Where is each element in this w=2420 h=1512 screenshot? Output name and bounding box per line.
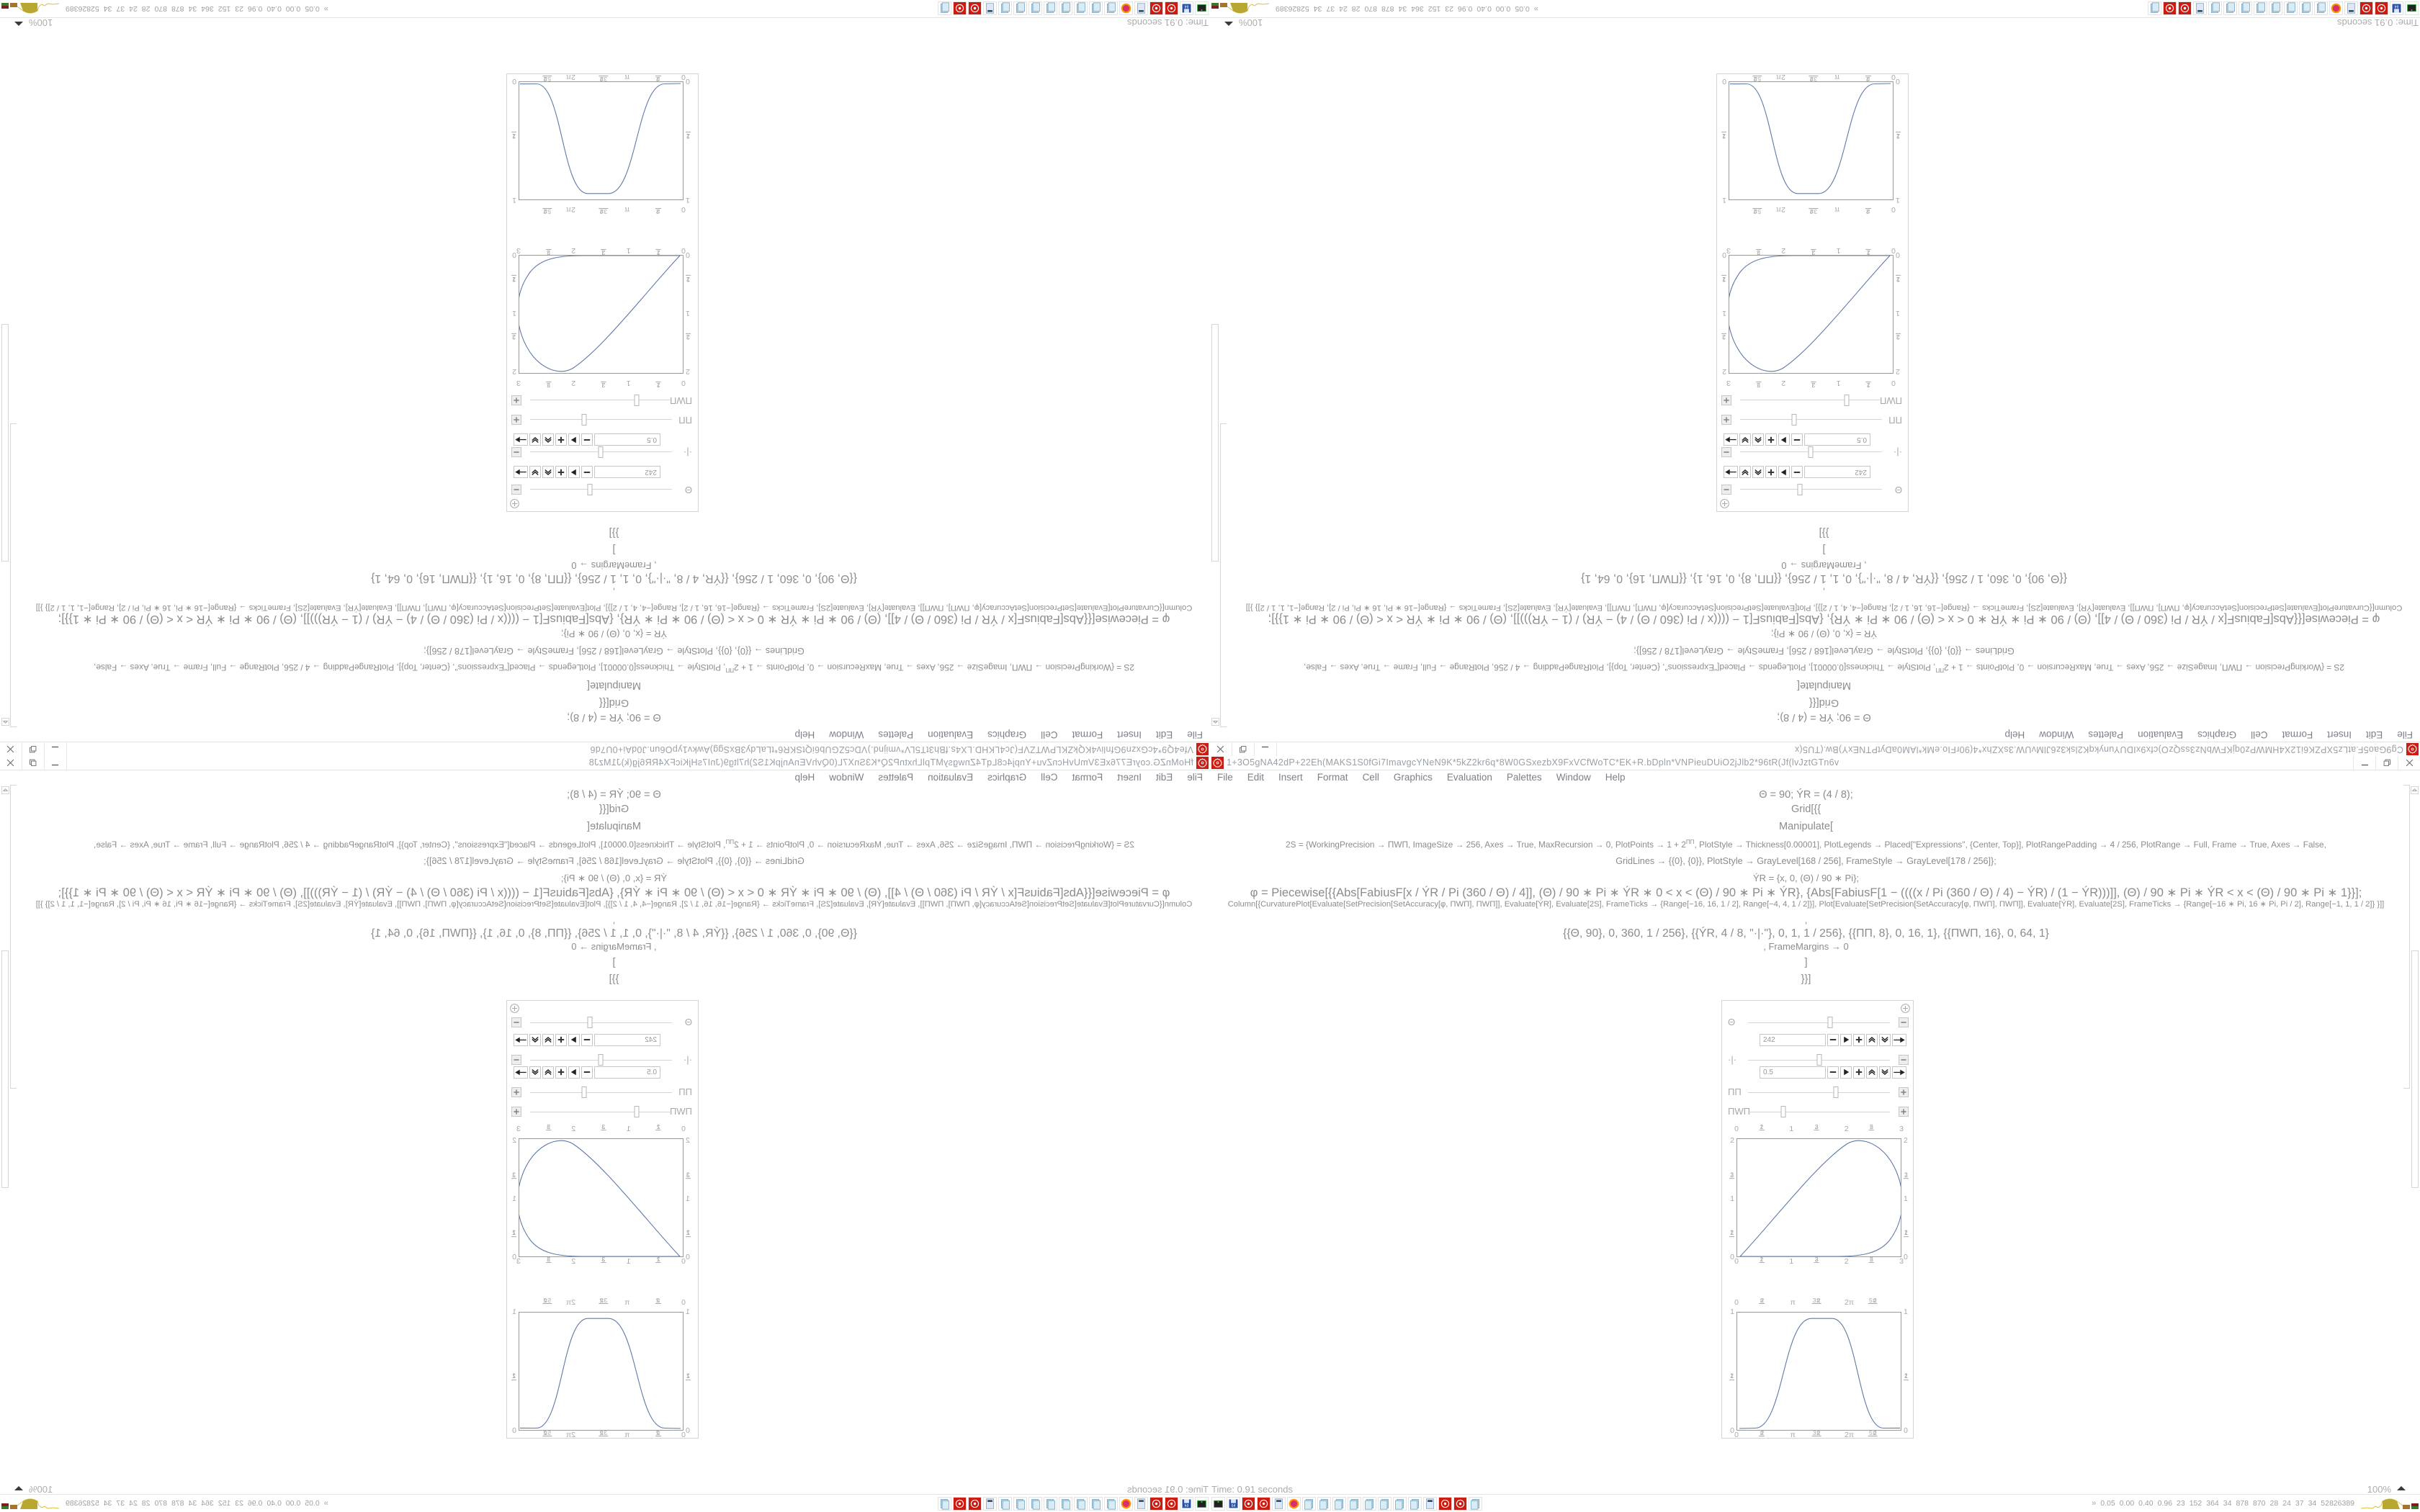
svg-text:64: 64 bbox=[1185, 1504, 1189, 1508]
svg-text:64: 64 bbox=[2395, 4, 2399, 8]
svg-text:64: 64 bbox=[1232, 1504, 1236, 1508]
svg-text:64: 64 bbox=[1185, 4, 1189, 8]
